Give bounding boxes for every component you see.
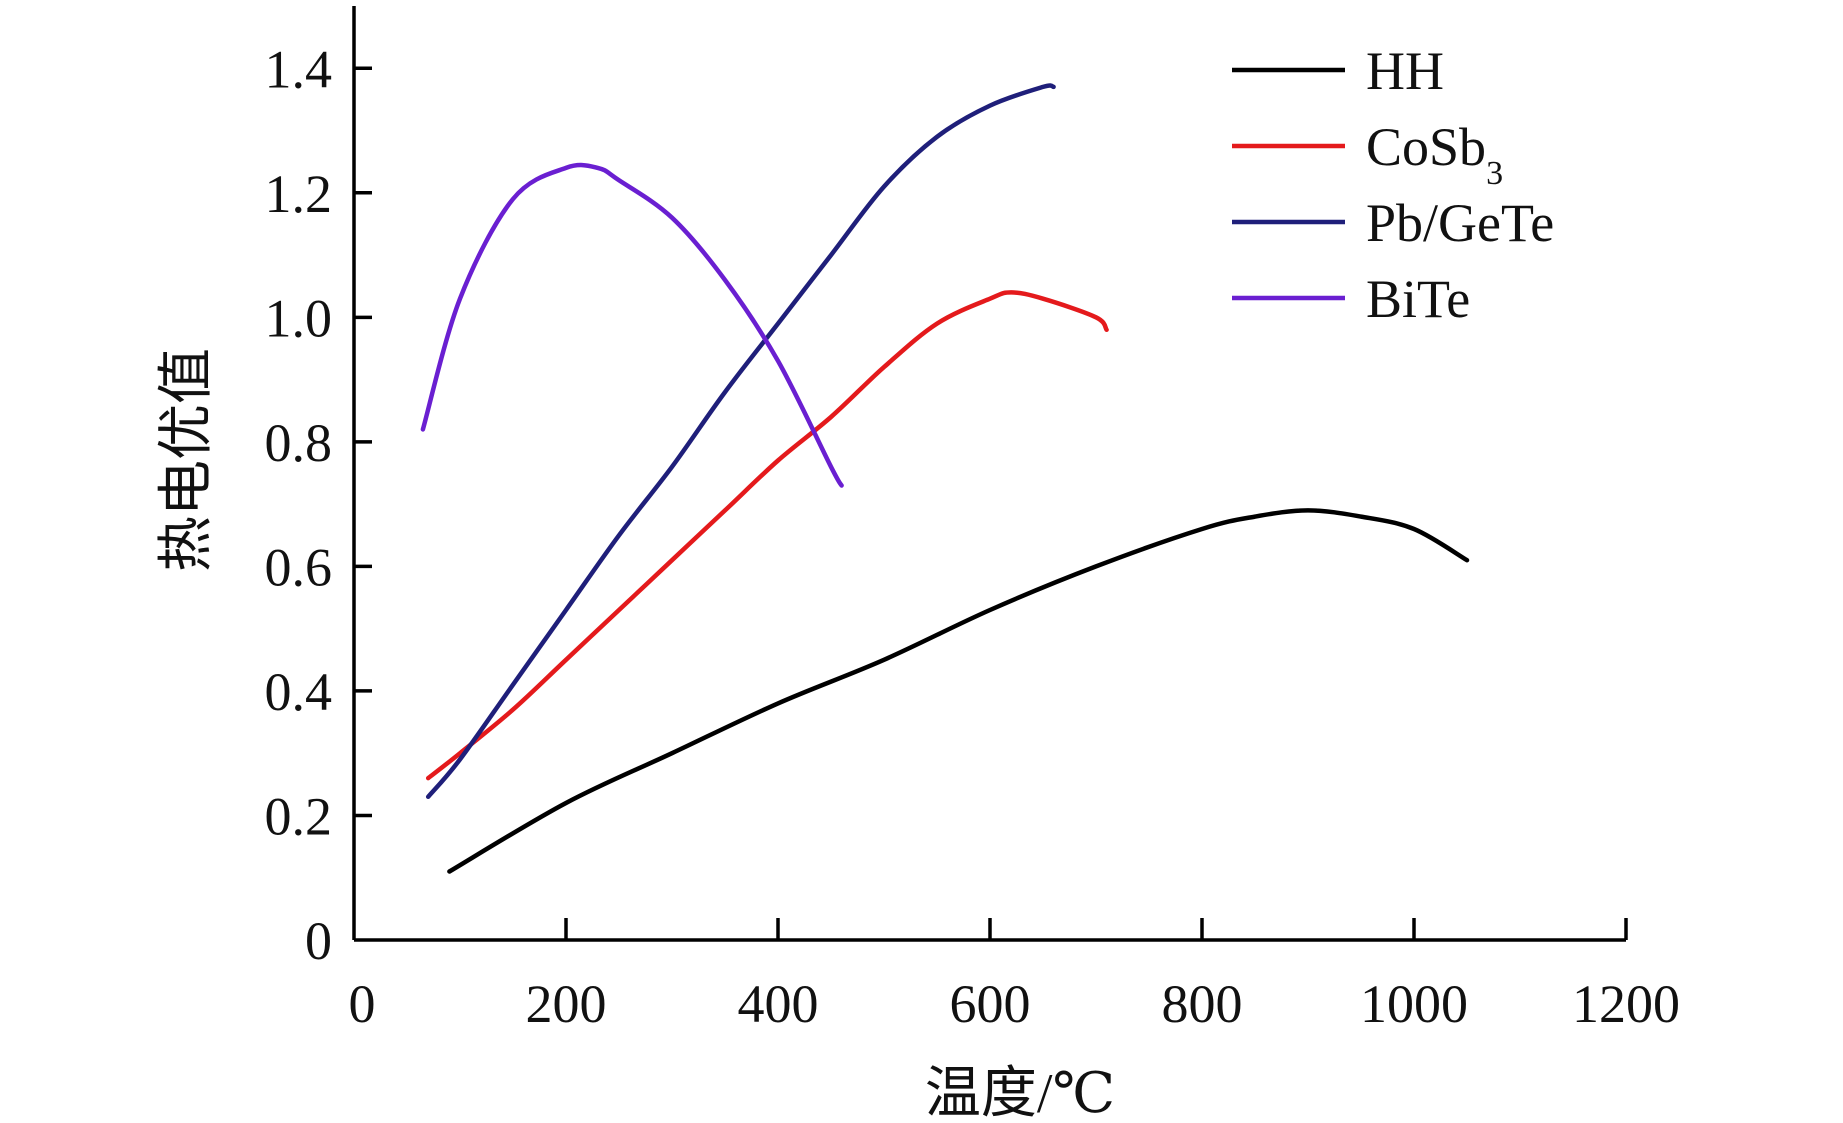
y-axis-label: 热电优值 [156,348,218,572]
x-tick-label: 600 [950,974,1031,1034]
y-tick-label: 0.6 [265,537,333,597]
legend-label-hh: HH [1366,41,1444,101]
x-tick-label: 1000 [1360,974,1468,1034]
y-tick-label: 1.2 [265,164,333,224]
y-tick-label: 0.2 [265,786,333,846]
y-tick-label: 0.4 [265,662,333,722]
y-tick-label: 1.0 [265,288,333,348]
x-tick-label: 0 [349,974,376,1034]
x-tick-label: 200 [526,974,607,1034]
y-tick-label: 1.4 [265,39,333,99]
series-line-cosb3 [425,290,1109,781]
legend-label-bite: BiTe [1366,269,1470,329]
y-tick-label: 0 [305,911,332,971]
tick-marks [354,66,1628,940]
x-tick-label: 800 [1162,974,1243,1034]
legend-label-cosb3: CoSb3 [1366,117,1503,192]
series-line-hh [447,508,1470,874]
x-tick-label: 1200 [1572,974,1680,1034]
legend-label-pb-gete: Pb/GeTe [1366,193,1554,253]
x-tick-label: 400 [738,974,819,1034]
series-line-pb-gete [425,83,1056,800]
tick-labels: 0 0.2 0.4 0.6 0.8 1.0 1.2 1.4 0 200 400 600 800 1000 1… [265,39,1681,1034]
series-line-bite [420,162,844,488]
series-lines [420,83,1470,874]
x-axis-label: 温度/℃ [925,1063,1115,1118]
y-tick-label: 0.8 [265,413,333,473]
